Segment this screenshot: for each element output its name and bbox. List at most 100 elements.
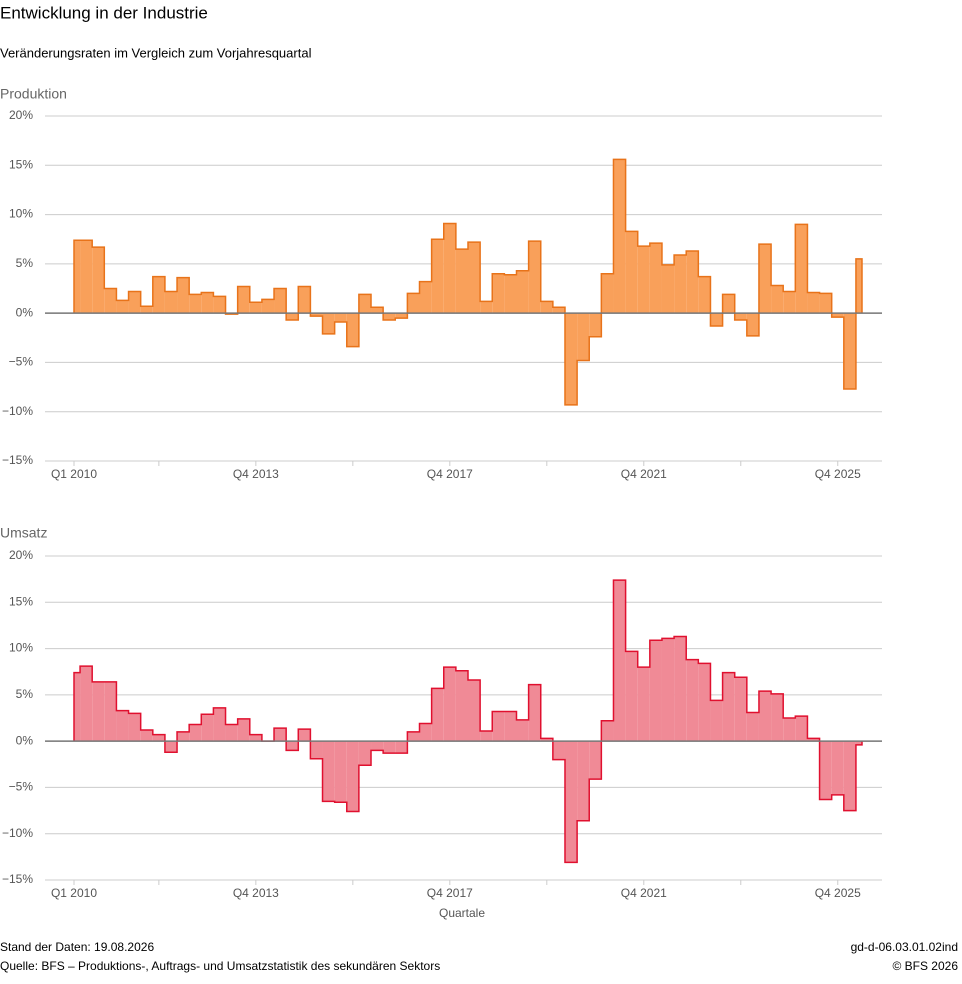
bar <box>528 684 541 742</box>
y-tick-label: −15% <box>2 872 33 886</box>
y-tick-label: −10% <box>2 826 33 840</box>
bar <box>455 670 468 742</box>
bar <box>140 730 153 742</box>
bar <box>419 723 432 742</box>
bar <box>395 741 408 754</box>
x-axis-label: Quartale <box>439 906 485 920</box>
bar <box>152 276 165 314</box>
bar <box>480 301 493 314</box>
bar <box>516 270 529 314</box>
bar <box>637 667 650 742</box>
bar <box>80 666 93 742</box>
bar <box>419 281 432 314</box>
bar <box>189 724 202 742</box>
bar <box>734 313 747 321</box>
bar <box>722 672 735 742</box>
y-tick-label: −10% <box>2 404 33 418</box>
bar <box>201 714 214 742</box>
bar <box>564 313 578 405</box>
y-tick-label: 20% <box>9 108 33 122</box>
bar <box>686 659 699 742</box>
y-tick-label: −15% <box>2 453 33 467</box>
y-tick-label: 0% <box>16 733 34 747</box>
x-tick-label: Q1 2010 <box>51 467 97 481</box>
bar <box>213 707 226 742</box>
bar <box>140 306 153 314</box>
bar <box>758 244 772 314</box>
x-tick-label: Q4 2013 <box>233 467 279 481</box>
bar <box>613 580 626 742</box>
bar <box>795 224 808 314</box>
bar <box>443 223 456 314</box>
bar <box>795 716 808 742</box>
bar <box>601 273 614 314</box>
bar <box>164 741 178 753</box>
bar <box>843 741 856 811</box>
bar <box>371 307 384 314</box>
bar <box>80 240 93 314</box>
bar <box>383 741 396 754</box>
bar <box>358 741 372 766</box>
bar <box>455 249 468 314</box>
bar <box>710 313 723 326</box>
bar <box>274 728 287 742</box>
bar <box>261 299 275 314</box>
bar <box>807 738 820 742</box>
bar <box>104 288 117 314</box>
bar <box>589 313 602 337</box>
bar <box>383 313 396 321</box>
bar <box>492 711 505 742</box>
series-line <box>73 579 863 864</box>
bar <box>843 313 856 390</box>
y-tick-label: 5% <box>16 256 34 270</box>
page-title: Entwicklung in der Industrie <box>0 3 208 22</box>
bar <box>746 313 759 336</box>
bar <box>661 264 675 314</box>
x-tick-label: Q4 2021 <box>621 886 667 900</box>
footer-text: © BFS 2026 <box>892 959 958 973</box>
bar <box>177 277 190 314</box>
bar <box>577 741 590 821</box>
footer-text: Quelle: BFS – Produktions-, Auftrags- un… <box>0 959 440 973</box>
bar <box>674 636 687 742</box>
panel-title: Produktion <box>0 86 67 102</box>
bar <box>128 291 141 314</box>
bar <box>189 294 202 314</box>
bar <box>322 741 335 802</box>
bar <box>74 672 81 742</box>
bar <box>286 313 299 321</box>
x-tick-label: Q4 2013 <box>233 886 279 900</box>
bar <box>855 741 862 745</box>
bar <box>407 731 420 742</box>
bar <box>771 285 784 314</box>
bar <box>552 307 565 314</box>
bar <box>334 313 347 323</box>
bar <box>746 712 759 742</box>
x-tick-label: Q1 2010 <box>51 886 97 900</box>
x-tick-label: Q4 2017 <box>427 467 473 481</box>
bar <box>855 258 862 314</box>
bar <box>771 693 784 742</box>
bar <box>783 291 796 314</box>
y-tick-label: 15% <box>9 594 33 608</box>
bar <box>468 242 481 314</box>
bar <box>407 293 420 314</box>
bar <box>504 274 517 314</box>
x-tick-label: Q4 2017 <box>427 886 473 900</box>
bar <box>431 688 444 742</box>
bar <box>431 239 444 314</box>
bar <box>613 159 626 314</box>
bar <box>443 667 456 742</box>
x-tick-label: Q4 2025 <box>815 886 861 900</box>
panel-title: Umsatz <box>0 525 47 541</box>
bar <box>625 231 638 314</box>
bar <box>758 691 772 742</box>
bar <box>177 731 190 742</box>
x-tick-label: Q4 2021 <box>621 467 667 481</box>
bar <box>710 700 723 742</box>
x-tick-label: Q4 2025 <box>815 467 861 481</box>
bar <box>395 313 408 319</box>
bar <box>225 724 238 742</box>
